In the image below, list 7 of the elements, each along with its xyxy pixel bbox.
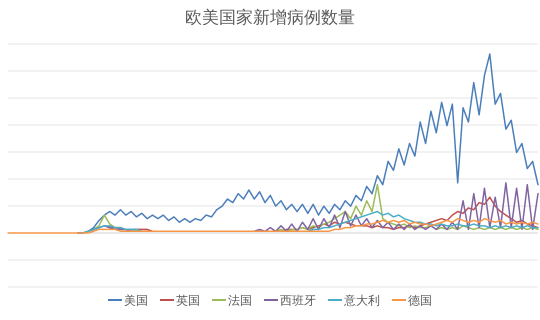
legend-label: 德国 xyxy=(408,294,432,308)
legend-label: 英国 xyxy=(176,294,200,308)
legend-label: 西班牙 xyxy=(280,294,316,308)
chart-title: 欧美国家新增病例数量 xyxy=(185,8,355,28)
legend-label: 美国 xyxy=(124,294,148,308)
legend-label: 意大利 xyxy=(343,294,380,308)
legend-label: 法国 xyxy=(228,294,252,308)
